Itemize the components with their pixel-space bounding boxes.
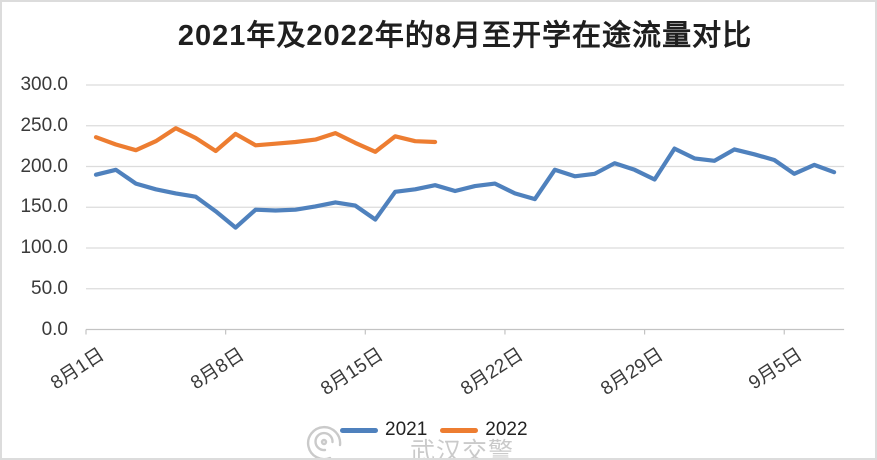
legend-line-swatch <box>440 427 479 433</box>
y-tick-label: 100.0 <box>20 237 68 258</box>
chart-legend: 2021 2022 <box>340 419 528 441</box>
legend-line-swatch <box>340 427 378 433</box>
series-line-2022 <box>93 126 438 154</box>
y-tick-label: 200.0 <box>20 155 68 177</box>
legend-label: 2021 <box>385 419 428 440</box>
y-tick-label: 50.0 <box>31 277 68 299</box>
y-tick-label: 300.0 <box>20 74 68 95</box>
legend-label: 2022 <box>485 419 528 440</box>
y-tick-label: 250.0 <box>20 114 68 136</box>
series-line-2021 <box>93 146 837 230</box>
legend-item-2022: 2022 <box>440 419 528 441</box>
y-tick-label: 0.0 <box>41 318 68 340</box>
y-tick-label: 150.0 <box>20 196 68 218</box>
chart-title: 2021年及2022年的8月至开学在途流量对比 <box>177 20 753 52</box>
legend-item-2021: 2021 <box>340 419 427 441</box>
